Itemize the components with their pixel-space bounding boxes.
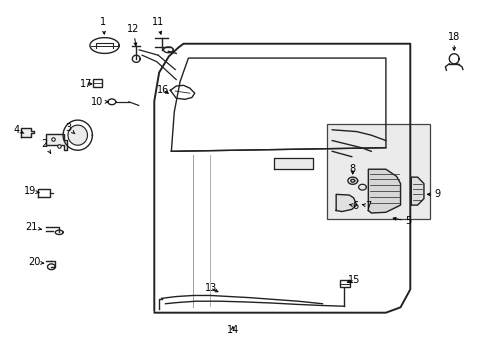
Text: 6: 6: [349, 201, 358, 211]
Text: 17: 17: [80, 79, 93, 89]
Polygon shape: [273, 158, 312, 169]
Polygon shape: [46, 134, 67, 150]
Text: 21: 21: [26, 222, 41, 232]
Text: 18: 18: [447, 32, 459, 50]
Polygon shape: [367, 169, 400, 213]
Text: 19: 19: [24, 186, 39, 197]
Text: 11: 11: [151, 17, 163, 34]
Bar: [327, 125, 429, 220]
Text: 9: 9: [427, 189, 440, 199]
Text: 13: 13: [205, 283, 218, 293]
Text: 2: 2: [41, 139, 51, 153]
Text: 3: 3: [65, 123, 75, 134]
Text: 15: 15: [346, 275, 359, 285]
Polygon shape: [68, 125, 87, 145]
Text: 4: 4: [14, 125, 24, 135]
Text: 20: 20: [29, 257, 44, 267]
Polygon shape: [410, 177, 423, 205]
Text: 8: 8: [349, 164, 355, 174]
Polygon shape: [335, 194, 356, 212]
Polygon shape: [21, 129, 34, 137]
Text: 5: 5: [392, 216, 410, 226]
Text: 16: 16: [157, 85, 169, 95]
Bar: [93, 78, 102, 87]
Text: 10: 10: [91, 97, 108, 107]
Bar: [339, 280, 349, 287]
Text: 12: 12: [127, 24, 139, 46]
Text: 14: 14: [226, 325, 239, 335]
Text: 7: 7: [362, 201, 371, 211]
Text: 1: 1: [100, 17, 106, 34]
